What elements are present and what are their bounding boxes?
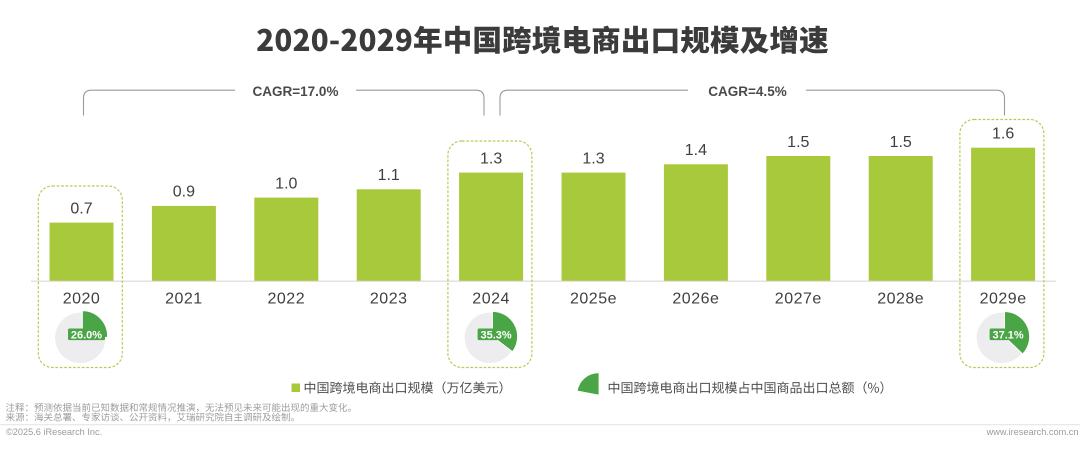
svg-text:1.6: 1.6 (992, 126, 1014, 143)
svg-text:0.7: 0.7 (70, 200, 92, 217)
svg-text:2021: 2021 (165, 290, 203, 307)
svg-text:35.3%: 35.3% (480, 329, 511, 341)
svg-text:2026e: 2026e (672, 290, 719, 307)
svg-text:2022: 2022 (268, 290, 306, 307)
svg-text:2027e: 2027e (775, 290, 822, 307)
svg-text:1.5: 1.5 (787, 134, 809, 151)
svg-text:www.iresearch.com.cn: www.iresearch.com.cn (986, 427, 1079, 437)
svg-text:1.5: 1.5 (890, 134, 912, 151)
svg-text:1.4: 1.4 (685, 142, 707, 159)
svg-text:2024: 2024 (472, 290, 510, 307)
svg-text:1.3: 1.3 (582, 150, 604, 167)
svg-text:2028e: 2028e (877, 290, 924, 307)
svg-text:2025e: 2025e (570, 290, 617, 307)
svg-text:©2025.6 iResearch Inc.: ©2025.6 iResearch Inc. (6, 427, 102, 437)
svg-text:1.1: 1.1 (378, 167, 400, 184)
svg-text:2023: 2023 (370, 290, 408, 307)
svg-text:0.9: 0.9 (173, 184, 195, 201)
svg-text:CAGR=17.0%: CAGR=17.0% (253, 84, 339, 99)
svg-text:2029e: 2029e (980, 290, 1027, 307)
svg-text:1.0: 1.0 (275, 175, 297, 192)
svg-text:CAGR=4.5%: CAGR=4.5% (708, 84, 786, 99)
svg-text:1.3: 1.3 (480, 150, 502, 167)
svg-text:37.1%: 37.1% (992, 329, 1023, 341)
svg-text:26.0%: 26.0% (71, 329, 102, 341)
svg-text:2020: 2020 (63, 290, 101, 307)
